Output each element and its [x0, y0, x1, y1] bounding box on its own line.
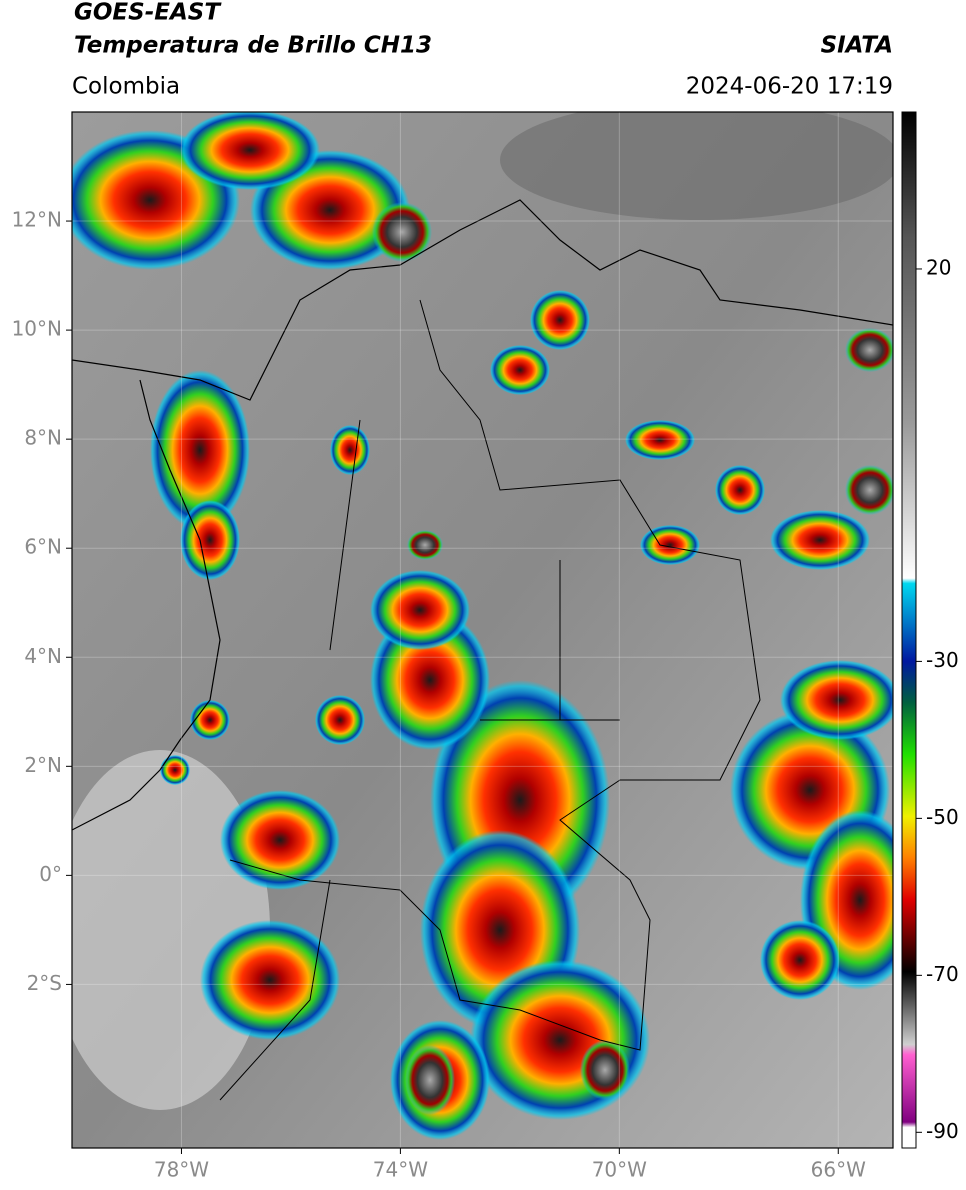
x-tick-label: 78°W: [154, 1158, 209, 1182]
cloud: [500, 112, 893, 220]
convective-cloud: [625, 420, 695, 460]
y-tick-label: 0°: [39, 862, 62, 886]
border: [219, 299, 761, 1101]
convective-cloud: [315, 695, 365, 745]
title: Temperatura de Brillo CH13: [74, 33, 432, 59]
cold-top: [372, 202, 432, 262]
convective-cloud: [190, 700, 230, 740]
colorbar-tick-label: -70: [926, 962, 959, 986]
y-tick-label: 6°N: [24, 535, 62, 559]
x-tick-label: 70°W: [592, 1158, 647, 1182]
y-tick-label: 12°N: [12, 208, 62, 232]
source: SIATA: [821, 33, 893, 59]
convective-cloud: [180, 500, 240, 580]
coastline: [72, 199, 893, 401]
coastline: [72, 379, 221, 831]
convective-cloud: [150, 370, 250, 530]
colorbar-tick-label: -50: [926, 805, 959, 829]
convective-cloud: [160, 755, 190, 785]
convective-cloud: [200, 920, 340, 1040]
x-tick-label: 66°W: [811, 1158, 866, 1182]
y-tick-label: 10°N: [12, 317, 62, 341]
convective-cloud: [715, 465, 765, 515]
cold-top: [845, 465, 893, 515]
y-tick-label: 2°S: [27, 971, 62, 995]
colorbar-tick-label: 20: [926, 255, 951, 279]
region: Colombia: [72, 74, 180, 100]
convective-cloud: [490, 345, 550, 395]
y-tick-label: 2°N: [24, 753, 62, 777]
y-tick-label: 4°N: [24, 644, 62, 668]
convective-cloud: [640, 525, 700, 565]
convective-cloud: [220, 790, 340, 890]
convective-cloud: [180, 112, 320, 190]
map-frame: [71, 111, 894, 1149]
colorbar-tick-label: -30: [926, 648, 959, 672]
convective-cloud: [780, 660, 893, 740]
colorbar-tick-label: -90: [926, 1119, 959, 1143]
convective-cloud: [370, 570, 470, 650]
convective-cloud: [770, 510, 870, 570]
datetime: 2024-06-20 17:19: [686, 74, 893, 100]
cold-top: [845, 328, 893, 372]
convective-cloud: [530, 290, 590, 350]
y-tick-label: 8°N: [24, 426, 62, 450]
title: GOES-EAST: [74, 0, 222, 26]
convective-cloud: [760, 920, 840, 1000]
satellite-image: [72, 112, 893, 1148]
convective-cloud: [330, 425, 370, 475]
cold-top: [405, 1045, 455, 1115]
x-tick-label: 74°W: [373, 1158, 428, 1182]
cold-top: [407, 530, 443, 560]
colorbar: [901, 111, 917, 1149]
cold-top: [580, 1040, 630, 1100]
